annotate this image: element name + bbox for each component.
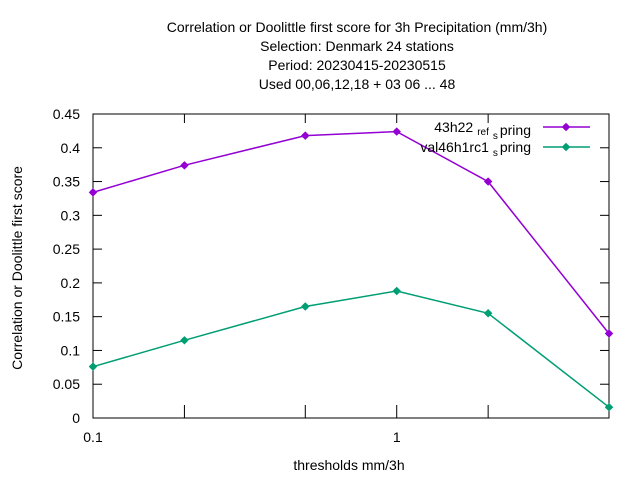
legend-name-main: 43h22 xyxy=(434,119,473,135)
y-tick-label: 0.2 xyxy=(61,275,81,291)
y-tick-label: 0 xyxy=(72,410,80,426)
plot-axes xyxy=(92,113,610,419)
y-axis-label: Correlation or Doolittle first score xyxy=(9,166,25,370)
legend-name-tail: pring xyxy=(500,139,531,155)
legend-name-sub: ref xyxy=(477,127,489,138)
y-tick-label: 0.05 xyxy=(53,376,80,392)
legend-name-tail: pring xyxy=(500,122,531,138)
chart-title: Correlation or Doolittle first score for… xyxy=(167,19,547,92)
data-point-core xyxy=(393,128,400,135)
legend-name-main: val46h1rc1 xyxy=(420,139,489,155)
y-tick-label: 0.25 xyxy=(53,241,80,257)
y-tick-label: 0.4 xyxy=(61,140,81,156)
data-point-core xyxy=(606,330,612,337)
title-line: Correlation or Doolittle first score for… xyxy=(167,19,547,35)
title-line: Selection: Denmark 24 stations xyxy=(260,38,454,54)
series-lines xyxy=(88,127,614,412)
y-tick-label: 0.1 xyxy=(61,342,81,358)
title-line: Used 00,06,12,18 + 03 06 ... 48 xyxy=(259,76,456,92)
title-line: Period: 20230415-20230515 xyxy=(268,57,446,73)
y-tick-label: 0.45 xyxy=(53,106,80,122)
legend-swatch-marker-core xyxy=(563,124,569,130)
data-point-core xyxy=(302,132,309,139)
axis-ticks: 0 0.05 0.1 0.15 0.2 0.25 0.3 0.35 0.4 0.45 0.1 1 xyxy=(53,106,610,445)
data-point-core xyxy=(485,178,492,185)
y-tick-label: 0.35 xyxy=(53,174,80,190)
y-tick-label: 0.3 xyxy=(61,207,81,223)
x-tick-label: 0.1 xyxy=(83,429,103,445)
legend-name-sub2: s xyxy=(493,131,498,142)
data-point-core xyxy=(90,363,96,370)
data-point-core xyxy=(393,287,400,294)
legend-swatch-marker-core xyxy=(563,144,569,150)
legend: 43h22 ref s pring val46h1rc1 s pring xyxy=(420,119,590,159)
data-point-core xyxy=(181,162,188,169)
legend-label: 43h22 ref s pring xyxy=(434,119,531,142)
data-point-core xyxy=(606,404,612,411)
data-point-core xyxy=(302,303,309,310)
x-tick-label: 1 xyxy=(393,429,401,445)
x-axis-label: thresholds mm/3h xyxy=(293,457,404,473)
data-point-core xyxy=(90,189,96,196)
data-point-core xyxy=(485,310,492,317)
series-line-1 xyxy=(92,290,610,408)
series-line-0 xyxy=(92,130,610,335)
legend-name-sub2: s xyxy=(493,148,498,159)
data-point-core xyxy=(181,337,188,344)
legend-label: val46h1rc1 s pring xyxy=(420,139,531,159)
plot-frame xyxy=(92,113,610,419)
y-tick-label: 0.15 xyxy=(53,309,80,325)
